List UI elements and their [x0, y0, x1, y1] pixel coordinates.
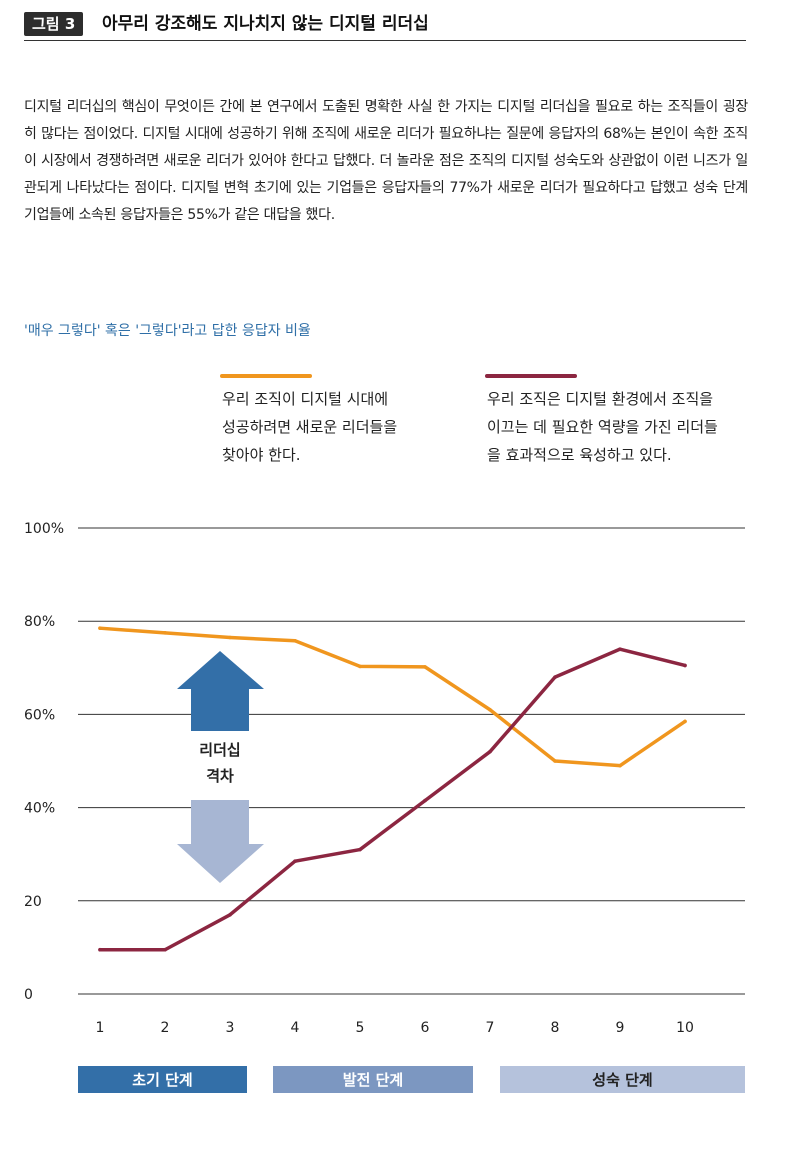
y-tick-label: 100% [24, 521, 64, 537]
figure-header: 그림 3 아무리 강조해도 지나치지 않는 디지털 리더십 [24, 12, 746, 41]
x-tick-label: 10 [676, 1020, 694, 1036]
y-tick-label: 40% [24, 801, 55, 817]
y-tick-label: 60% [24, 707, 55, 723]
figure-title: 아무리 강조해도 지나치지 않는 디지털 리더십 [102, 14, 429, 34]
y-tick-label: 20 [24, 894, 42, 910]
data-point [553, 675, 557, 679]
stage-bar [273, 1066, 473, 1093]
data-point [358, 664, 362, 669]
data-point [683, 719, 687, 724]
legend-label: 성공하려면 새로운 리더들을 [222, 418, 397, 436]
data-point [553, 759, 557, 763]
x-tick-label: 1 [96, 1020, 105, 1036]
x-tick-label: 7 [486, 1020, 495, 1036]
y-tick-label: 0 [24, 987, 33, 1003]
legend-label: 우리 조직은 디지털 환경에서 조직을 [487, 390, 713, 408]
y-tick-label: 80% [24, 614, 55, 630]
legend-label: 이끄는 데 필요한 역량을 가진 리더들 [487, 418, 718, 436]
data-point [163, 947, 167, 952]
x-tick-label: 4 [291, 1020, 300, 1036]
x-tick-label: 9 [616, 1020, 625, 1036]
chart-subtitle: '매우 그렇다' 혹은 '그렇다'라고 답한 응답자 비율 [24, 323, 311, 339]
x-tick-label: 6 [421, 1020, 430, 1036]
legend-label: 찾아야 한다. [222, 446, 301, 464]
series-line [98, 626, 687, 768]
x-tick-label: 5 [356, 1020, 365, 1036]
data-point [228, 635, 232, 640]
data-point [228, 912, 232, 917]
data-point [488, 749, 492, 754]
legend-label: 우리 조직이 디지털 시대에 [222, 390, 388, 408]
gap-annotation: 격차 [206, 767, 234, 785]
data-point [98, 947, 102, 952]
data-point [683, 663, 687, 668]
data-point [618, 647, 622, 651]
data-point [423, 798, 427, 803]
series-line [98, 647, 687, 952]
data-point [423, 665, 427, 669]
arrow-down-icon [177, 800, 264, 883]
stage-label: 초기 단계 [132, 1071, 192, 1089]
stage-label: 성숙 단계 [592, 1071, 652, 1089]
gap-annotation: 리더십 [199, 741, 240, 759]
data-point [488, 707, 492, 712]
figure-badge: 그림 3 [24, 12, 84, 36]
x-tick-label: 3 [226, 1020, 235, 1036]
stage-bar [78, 1066, 247, 1093]
arrow-up-icon [177, 651, 264, 731]
stage-label: 발전 단계 [343, 1071, 403, 1089]
x-tick-label: 8 [551, 1020, 560, 1036]
data-point [163, 631, 167, 635]
data-point [293, 638, 297, 643]
data-point [358, 847, 362, 852]
data-point [618, 763, 622, 768]
x-tick-label: 2 [161, 1020, 170, 1036]
stage-bar [500, 1066, 745, 1093]
legend-label: 을 효과적으로 육성하고 있다. [487, 446, 672, 464]
data-point [293, 859, 297, 863]
body-paragraph: 디지털 리더십의 핵심이 무엇이든 간에 본 연구에서 도출된 명확한 사실 한… [24, 99, 748, 223]
data-point [98, 626, 102, 630]
